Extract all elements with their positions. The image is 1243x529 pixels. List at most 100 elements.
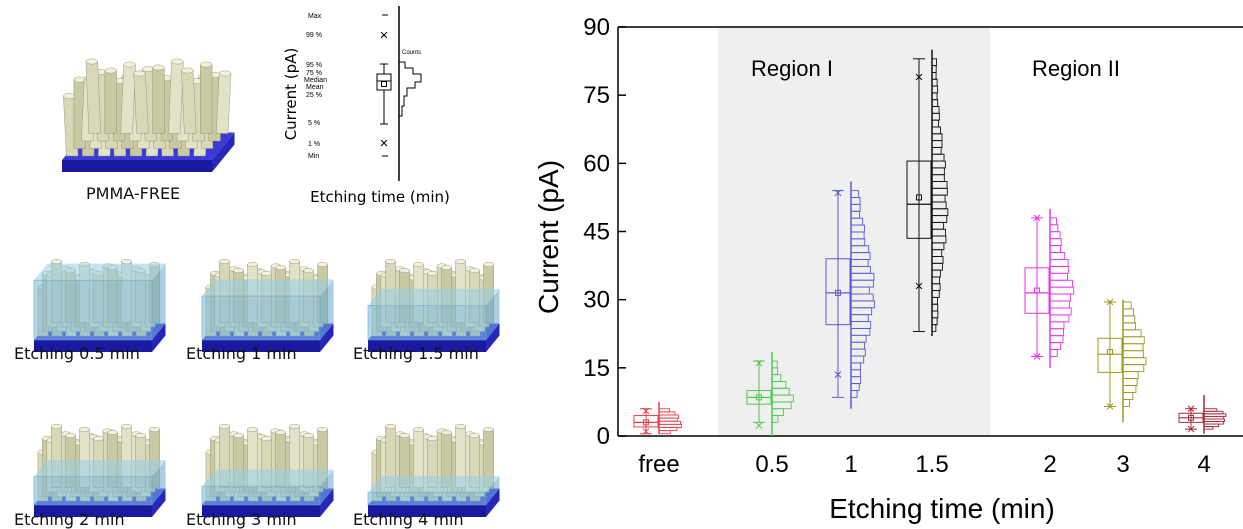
histogram-bar [1122, 329, 1142, 338]
percentile-marker [1106, 403, 1114, 410]
pillar-top [123, 61, 136, 68]
substrate-side [320, 323, 334, 352]
percentile-marker [755, 422, 763, 429]
histogram-bar [1049, 293, 1071, 302]
caption-etching-4: Etching 4 min [353, 510, 464, 529]
pmma-layer-front [367, 492, 487, 506]
caption-etching-1-5: Etching 1.5 min [353, 344, 479, 363]
pillar-top [289, 258, 300, 265]
histogram-bar [1049, 258, 1069, 267]
box [633, 415, 659, 428]
series-4 [1178, 395, 1227, 434]
histogram-bar [1049, 252, 1066, 260]
pillar-top [149, 426, 160, 433]
histogram-bar [1049, 231, 1061, 240]
histogram-bar [1122, 308, 1135, 317]
histogram-bar [1049, 286, 1075, 295]
substrate-front [34, 340, 152, 352]
legend-stat-max: Max [308, 13, 322, 20]
pillar-top [51, 258, 62, 265]
region-label: Region II [1032, 56, 1120, 81]
pmma-layer-top [34, 460, 166, 477]
mean-marker [756, 394, 762, 401]
y-tick-label: 60 [583, 150, 610, 177]
percentile-marker [1033, 353, 1041, 360]
pillar-top [51, 423, 62, 430]
pmma-layer-side [320, 279, 334, 340]
pillar-top [385, 258, 396, 265]
pmma-layer-side [486, 288, 500, 340]
pillar-top [303, 267, 314, 274]
histogram-bar [1049, 307, 1072, 316]
caption-etching-3: Etching 3 min [186, 510, 297, 529]
pmma-layer-side [320, 469, 334, 505]
histogram-bar [1049, 300, 1070, 309]
pillar-top [275, 429, 286, 436]
pillar [152, 67, 165, 134]
pillar-array-etching-0-5 [33, 258, 166, 352]
pillar-top [483, 426, 494, 433]
pillar-top [219, 258, 230, 265]
pillar-top [104, 67, 117, 74]
pillar-top [455, 258, 466, 265]
percentile-marker [1187, 405, 1195, 413]
histogram-bar [850, 190, 860, 198]
pillar-top [261, 270, 272, 277]
pillar-top [121, 423, 132, 430]
x-tick-label: 1.5 [915, 451, 948, 478]
histogram-bar [1049, 238, 1062, 247]
box-legend-diagram: Max 99 % 95 % 75 % Median Mean 25 % 5 % … [282, 6, 450, 206]
pillar [104, 70, 117, 134]
pmma-layer-top [368, 288, 500, 306]
histogram-bar [1049, 272, 1068, 281]
x-tick-label: 3 [1116, 451, 1129, 478]
histogram-bar [1122, 357, 1147, 366]
x-axis-label: Etching time (min) [829, 493, 1055, 524]
pillar-array-pmma-free [62, 58, 235, 172]
box [906, 160, 932, 239]
histogram-bar [1122, 392, 1134, 400]
histogram-bar [1049, 265, 1069, 274]
pillar-top [261, 435, 272, 442]
pillar-schematic-panel [33, 58, 500, 517]
substrate-front [62, 160, 212, 172]
percentile-marker [915, 282, 923, 290]
pillar-array-etching-3 [201, 423, 334, 517]
histogram-bar [931, 58, 937, 67]
pillar-top [85, 58, 98, 65]
series-1 [825, 181, 875, 409]
x-tick-label: free [638, 451, 679, 478]
mean-marker [1188, 414, 1194, 421]
series-0-5 [746, 351, 794, 436]
pillar-top [181, 67, 194, 74]
pmma-layer-front [201, 485, 321, 506]
pmma-layer-front [33, 279, 153, 341]
pillar-top [317, 261, 328, 268]
region-shading [718, 27, 990, 436]
percentile-marker [1106, 298, 1114, 306]
pillar-top [141, 66, 155, 72]
box [825, 258, 851, 326]
series-3 [1097, 298, 1147, 423]
legend-p1-mark [380, 139, 388, 147]
histogram-bar [1122, 399, 1131, 407]
histogram-bar [1122, 385, 1137, 393]
caption-etching-0-5: Etching 0.5 min [14, 344, 140, 363]
substrate-front [202, 340, 320, 352]
x-tick-label: 0.5 [755, 451, 788, 478]
pillar-top [317, 426, 328, 433]
pillar-top [413, 426, 424, 433]
series-1-5 [906, 49, 949, 337]
legend-xlabel: Etching time (min) [310, 188, 450, 206]
histogram-bar [658, 427, 678, 432]
legend-histogram [398, 61, 422, 124]
pillar-array-etching-1 [201, 258, 334, 352]
percentile-marker [834, 189, 842, 197]
pillar-top [107, 429, 118, 436]
y-tick-label: 75 [583, 82, 610, 109]
percentile-marker [915, 73, 923, 81]
pmma-layer-front [201, 295, 321, 341]
pillar-array-etching-1-5 [367, 258, 500, 352]
pillar-top [247, 426, 258, 433]
histogram-bar [1049, 335, 1064, 344]
